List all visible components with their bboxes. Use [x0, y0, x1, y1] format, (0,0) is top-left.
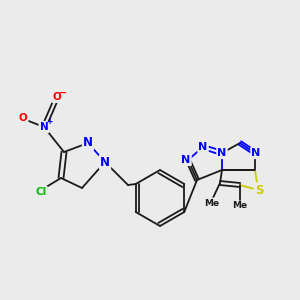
Text: Me: Me: [204, 199, 220, 208]
Text: N: N: [218, 148, 226, 158]
Text: N: N: [83, 136, 93, 149]
Text: O: O: [52, 92, 62, 102]
Text: O: O: [19, 113, 27, 123]
Text: N: N: [100, 155, 110, 169]
Text: N: N: [40, 122, 48, 132]
Text: Me: Me: [232, 202, 247, 211]
Text: N: N: [182, 155, 190, 165]
Text: Cl: Cl: [35, 187, 46, 197]
Text: −: −: [59, 88, 67, 98]
Text: N: N: [198, 142, 208, 152]
Text: S: S: [255, 184, 263, 196]
Text: +: +: [46, 118, 52, 127]
Text: N: N: [251, 148, 261, 158]
